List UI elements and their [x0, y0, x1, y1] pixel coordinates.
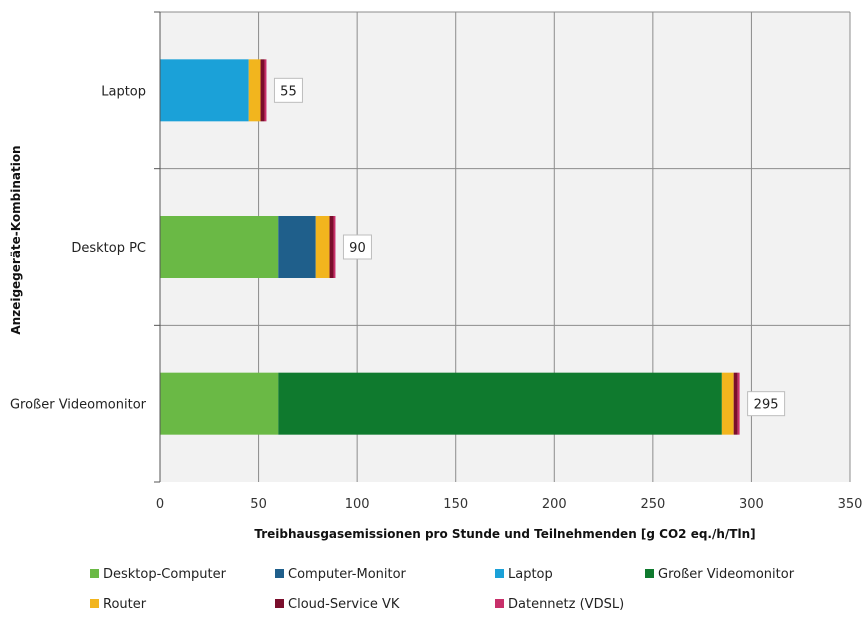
- legend-item: Laptop: [495, 567, 553, 582]
- x-tick-label: 0: [156, 497, 164, 512]
- x-axis-ticks: 0 50 100 150 200 250 300 350: [156, 497, 863, 512]
- y-axis-title: Anzeigegeräte-Kombination: [9, 145, 23, 334]
- legend-swatch: [495, 569, 504, 578]
- legend-label: Datennetz (VDSL): [508, 597, 624, 612]
- bar-segment: [733, 372, 738, 435]
- bar-segment: [160, 59, 249, 122]
- category-label: Laptop: [101, 84, 146, 99]
- legend-label: Laptop: [508, 567, 553, 582]
- data-label: 295: [747, 391, 786, 417]
- data-label: 90: [342, 234, 372, 260]
- x-tick-label: 100: [345, 497, 370, 512]
- legend-label: Desktop-Computer: [103, 567, 227, 582]
- x-axis-title: Treibhausgasemissionen pro Stunde und Te…: [254, 527, 755, 541]
- data-label-box: [273, 77, 303, 103]
- legend: Desktop-Computer Computer-Monitor Laptop Gr…: [90, 567, 795, 612]
- bar-segment: [737, 372, 740, 435]
- y-axis: [154, 11, 161, 483]
- legend-label: Cloud-Service VK: [288, 597, 400, 612]
- bar-segment: [315, 216, 330, 278]
- x-tick-label: 250: [640, 497, 665, 512]
- legend-label: Großer Videomonitor: [658, 567, 795, 582]
- legend-swatch: [90, 599, 99, 608]
- x-tick-label: 300: [739, 497, 764, 512]
- legend-swatch: [495, 599, 504, 608]
- data-labels: 55 90 295: [273, 77, 786, 417]
- bar-segment: [260, 59, 265, 122]
- legend-swatch: [90, 569, 99, 578]
- legend-item: Cloud-Service VK: [275, 597, 400, 612]
- bar-segment: [160, 216, 279, 278]
- bar-segment: [248, 59, 261, 122]
- bar-segment: [160, 372, 279, 435]
- bar-segment: [333, 216, 336, 278]
- bar-segment: [278, 372, 722, 435]
- bar-segment: [264, 59, 267, 122]
- bar-segment: [278, 216, 316, 278]
- data-label-box: [342, 234, 372, 260]
- legend-swatch: [645, 569, 654, 578]
- data-label-text: 90: [349, 241, 366, 256]
- data-label-text: 55: [280, 84, 297, 99]
- data-label: 55: [273, 77, 303, 103]
- legend-item: Computer-Monitor: [275, 567, 407, 582]
- bar-segment: [329, 216, 334, 278]
- x-tick-label: 150: [443, 497, 468, 512]
- category-labels: Laptop Desktop PC Großer Videomonitor: [10, 84, 147, 412]
- bar-segment: [721, 372, 734, 435]
- legend-item: Router: [90, 597, 147, 612]
- data-label-text: 295: [754, 398, 779, 413]
- legend-label: Router: [103, 597, 147, 612]
- legend-item: Datennetz (VDSL): [495, 597, 624, 612]
- legend-item: Desktop-Computer: [90, 567, 227, 582]
- category-label: Desktop PC: [71, 241, 146, 256]
- bars: [160, 59, 740, 435]
- x-tick-label: 50: [250, 497, 267, 512]
- legend-item: Großer Videomonitor: [645, 567, 795, 582]
- x-tick-label: 350: [838, 497, 863, 512]
- legend-swatch: [275, 599, 284, 608]
- data-label-box: [747, 391, 786, 417]
- category-label: Großer Videomonitor: [10, 398, 147, 413]
- legend-swatch: [275, 569, 284, 578]
- x-tick-label: 200: [542, 497, 567, 512]
- legend-label: Computer-Monitor: [288, 567, 407, 582]
